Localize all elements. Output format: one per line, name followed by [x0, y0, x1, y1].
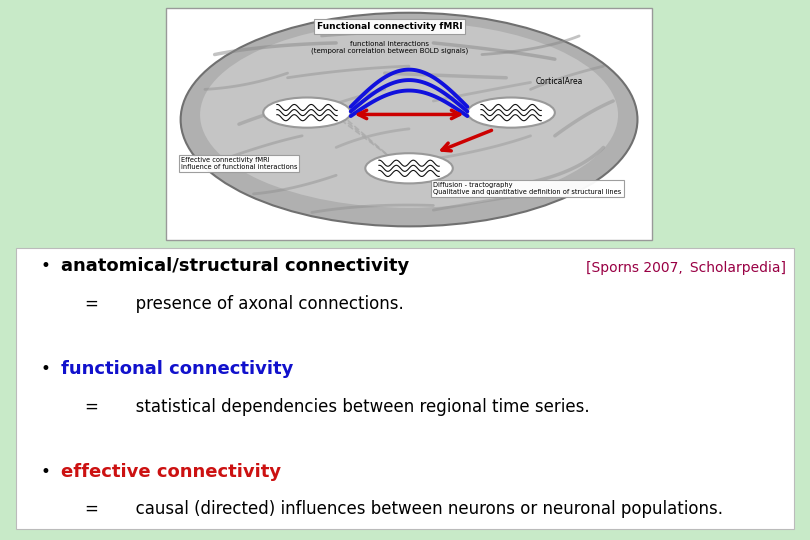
- Ellipse shape: [263, 98, 351, 127]
- Text: [Sporns 2007,  Scholarpedia]: [Sporns 2007, Scholarpedia]: [586, 261, 786, 275]
- FancyBboxPatch shape: [16, 248, 794, 529]
- Text: Functional connectivity fMRI: Functional connectivity fMRI: [317, 22, 463, 31]
- Text: Diffusion - tractography
Qualitative and quantitative definition of structural l: Diffusion - tractography Qualitative and…: [433, 182, 621, 195]
- Text: effective connectivity: effective connectivity: [61, 463, 281, 481]
- Text: CorticalArea: CorticalArea: [535, 77, 582, 86]
- Text: =       statistical dependencies between regional time series.: = statistical dependencies between regio…: [85, 398, 590, 416]
- Text: =       presence of axonal connections.: = presence of axonal connections.: [85, 295, 404, 313]
- FancyBboxPatch shape: [166, 8, 652, 240]
- Text: anatomical/structural connectivity: anatomical/structural connectivity: [61, 258, 409, 275]
- Text: functional interactions
(temporal correlation between BOLD signals): functional interactions (temporal correl…: [311, 40, 468, 54]
- Text: =       causal (directed) influences between neurons or neuronal populations.: = causal (directed) influences between n…: [85, 501, 723, 518]
- Ellipse shape: [365, 153, 453, 184]
- Text: •: •: [40, 258, 50, 275]
- Text: •: •: [40, 360, 50, 378]
- Ellipse shape: [467, 98, 555, 127]
- Ellipse shape: [181, 13, 637, 226]
- Text: functional connectivity: functional connectivity: [61, 360, 293, 378]
- Text: •: •: [40, 463, 50, 481]
- Text: Effective connectivity fMRI
influence of functional interactions: Effective connectivity fMRI influence of…: [181, 157, 297, 170]
- Ellipse shape: [200, 22, 618, 208]
